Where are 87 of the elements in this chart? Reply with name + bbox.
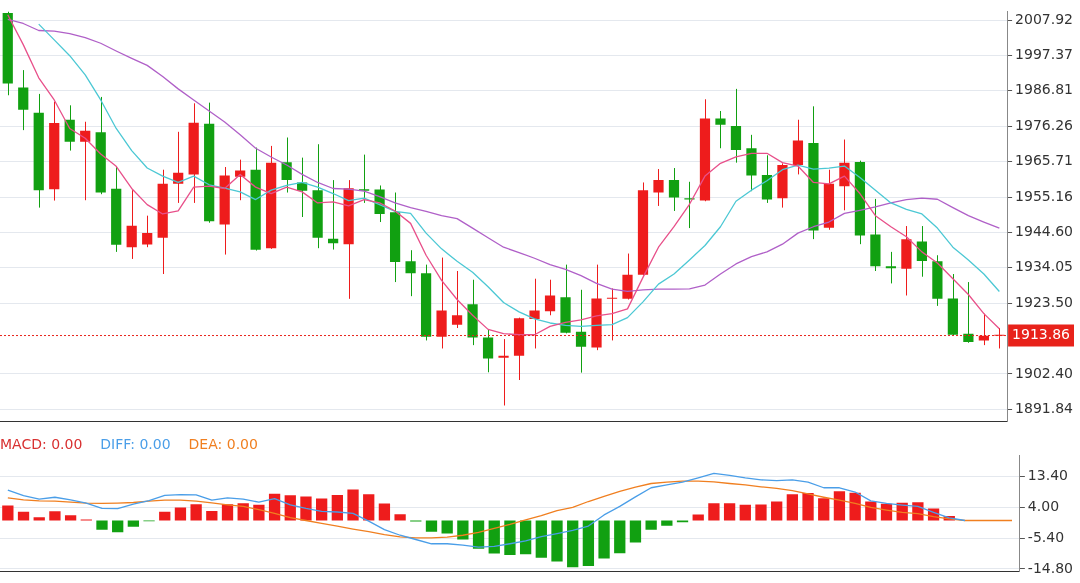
y-tick-label: -14.80	[1027, 559, 1074, 576]
bar	[786, 494, 799, 521]
bar	[112, 520, 124, 533]
candlestick	[482, 328, 494, 373]
bar	[394, 514, 406, 521]
bar	[818, 498, 830, 521]
y-tick-label: 2007.92	[1015, 10, 1074, 27]
bar	[253, 504, 265, 521]
candlestick	[916, 225, 927, 278]
bar	[645, 520, 657, 530]
text: DEA: 0.00	[188, 436, 258, 452]
bar	[723, 503, 736, 521]
text: MACD: 0.00	[0, 436, 83, 452]
bar	[33, 517, 45, 521]
bar	[692, 514, 704, 521]
bar	[488, 520, 500, 554]
bar	[190, 504, 202, 521]
bar	[535, 520, 547, 558]
y-tick-label: 4.00	[1027, 498, 1060, 515]
bar	[457, 520, 469, 540]
candlestick	[885, 251, 897, 284]
y-tick-label: -5.40	[1027, 528, 1065, 545]
bar	[755, 504, 767, 521]
candlestick	[405, 249, 416, 297]
y-tick-label: 13.40	[1027, 467, 1068, 484]
bar	[284, 495, 296, 521]
bar	[614, 520, 626, 554]
y-tick-label: 1934.05	[1015, 258, 1074, 275]
y-tick-label: 1997.37	[1015, 46, 1074, 63]
bar	[771, 501, 783, 521]
bar	[802, 492, 814, 521]
bar	[378, 503, 391, 521]
bar	[567, 520, 579, 568]
bar	[17, 511, 30, 521]
bar	[237, 503, 249, 521]
bar	[64, 515, 77, 521]
bar	[629, 520, 642, 543]
y-tick-label: 1923.50	[1015, 293, 1074, 310]
candlestick	[498, 338, 509, 406]
bar	[598, 520, 610, 559]
bar	[2, 505, 14, 521]
bar	[300, 496, 312, 521]
bar	[833, 491, 846, 521]
bar	[849, 492, 861, 521]
bar	[96, 520, 108, 530]
bar	[739, 504, 751, 521]
bar	[159, 511, 171, 521]
candlestick	[18, 69, 29, 131]
bar	[519, 520, 532, 555]
candlestick	[451, 270, 463, 329]
candlestick	[142, 215, 153, 248]
bar	[347, 489, 359, 521]
bar	[425, 520, 438, 532]
bar	[316, 498, 328, 521]
y-tick-label: 1976.26	[1015, 116, 1074, 133]
bar	[582, 520, 595, 567]
bar	[661, 520, 673, 526]
bar	[49, 511, 61, 521]
y-tick-label: 1986.81	[1015, 81, 1074, 98]
bar	[708, 503, 720, 521]
candlestick	[684, 181, 695, 229]
candlestick	[544, 279, 556, 316]
y-tick-label: 1902.40	[1015, 364, 1074, 381]
ref-line-label: 1913.86	[1012, 326, 1071, 343]
bar	[504, 520, 516, 555]
bar	[865, 501, 877, 521]
candlestick	[281, 137, 292, 194]
y-tick-label: 1891.84	[1015, 400, 1074, 417]
candlestick	[715, 110, 726, 149]
bar	[551, 520, 563, 562]
bar	[127, 520, 140, 527]
text: DIFF: 0.00	[100, 436, 171, 452]
bar	[363, 494, 375, 521]
bar	[880, 503, 893, 521]
bar	[206, 511, 218, 521]
candlestick	[575, 289, 587, 374]
bar	[174, 507, 187, 521]
bar	[441, 520, 453, 534]
y-tick-label: 1944.60	[1015, 223, 1074, 240]
candlestick	[653, 168, 664, 207]
candlestick	[730, 88, 742, 164]
candlestick	[126, 189, 137, 260]
y-tick-label: 1965.71	[1015, 152, 1074, 169]
bar	[331, 494, 343, 521]
candlestick	[668, 167, 680, 212]
y-tick-label: 1955.16	[1015, 187, 1074, 204]
bar	[221, 504, 234, 521]
